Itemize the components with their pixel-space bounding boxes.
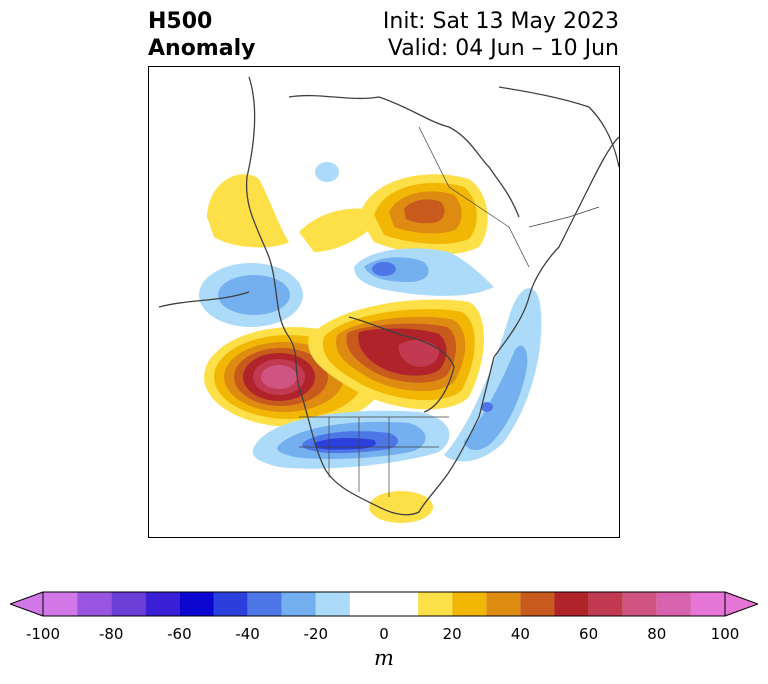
negative-anomaly-contour [315, 162, 339, 182]
colorbar-bin [690, 592, 725, 616]
positive-anomaly-contour [398, 340, 440, 367]
positive-anomaly-contour [207, 174, 289, 248]
coastline-segment [288, 94, 520, 218]
negative-anomaly-contour [444, 288, 542, 462]
borders [299, 126, 600, 497]
trough-north-pacific [199, 263, 303, 327]
colorbar-tick-label: 60 [579, 625, 599, 643]
coastline-segment [493, 136, 619, 358]
trough-western-atlantic [444, 288, 542, 462]
colorbar-bin [520, 592, 555, 616]
map-panel [148, 66, 620, 538]
colorbar-bin [315, 592, 350, 616]
positive-anomaly-contour [404, 199, 445, 224]
positive-anomaly-contour [261, 365, 297, 389]
colorbar-bin [145, 592, 180, 616]
valid-range: Valid: 04 Jun – 10 Jun [387, 36, 619, 61]
border-segment [528, 206, 600, 228]
coastlines [158, 76, 619, 516]
colorbar-bin [349, 592, 419, 616]
ridge-alaska-gulf [207, 174, 384, 252]
colorbar-bin [622, 592, 657, 616]
colorbar-outline [42, 591, 726, 617]
colorbar-bin [179, 592, 214, 616]
coastline-segment [158, 291, 250, 308]
negative-anomaly-contour [481, 402, 493, 412]
colorbar-tick-label: -20 [303, 625, 329, 643]
negative-anomaly-contour [464, 345, 528, 451]
chart-title-right: Init: Sat 13 May 2023 Valid: 04 Jun – 10… [383, 8, 619, 62]
coastline-segment [348, 316, 455, 413]
colorbar-bin [452, 592, 487, 616]
colorbar-bin [554, 592, 589, 616]
colorbar-tick-label: 100 [710, 625, 740, 643]
colorbar-tick-label: 0 [379, 625, 389, 643]
colorbar-extend-low [10, 591, 44, 617]
colorbar-bin [656, 592, 691, 616]
colorbar-tick-label: 40 [510, 625, 530, 643]
coastline-segment [498, 86, 619, 168]
border-segment [418, 126, 530, 268]
colorbar-tick-label: -100 [25, 625, 61, 643]
colorbar-unit-label: m [374, 646, 394, 670]
trough-us-midwest [252, 410, 450, 469]
positive-anomaly-contour [369, 491, 433, 523]
ridge-canada-central [308, 299, 484, 410]
colorbar-bin [43, 592, 78, 616]
negative-anomaly-contour [372, 262, 396, 276]
anomaly-map [158, 76, 619, 523]
colorbar-bin [111, 592, 146, 616]
colorbar-bins [43, 592, 725, 616]
trough-arctic [315, 162, 494, 296]
colorbar-bin [281, 592, 316, 616]
coastline-segment [245, 76, 495, 516]
colorbar-bin [213, 592, 248, 616]
colorbar-bin [486, 592, 521, 616]
colorbar [10, 591, 758, 617]
chart-title-left: H500 Anomaly [148, 8, 255, 62]
title-field: Anomaly [148, 36, 256, 61]
colorbar-bin [418, 592, 453, 616]
title-variable: H500 [148, 9, 213, 34]
colorbar-bin [588, 592, 623, 616]
ridge-gulf-mexico [369, 491, 433, 523]
colorbar-extend-high [724, 591, 758, 617]
ridge-siberia [359, 174, 488, 255]
colorbar-tick-label: -40 [235, 625, 260, 643]
colorbar-bin [77, 592, 112, 616]
init-date: Init: Sat 13 May 2023 [382, 9, 619, 34]
colorbar-tick-label: 20 [442, 625, 462, 643]
colorbar-tick-label: 80 [647, 625, 667, 643]
negative-anomaly-contour [218, 275, 290, 315]
colorbar-tick-label: -60 [167, 625, 192, 643]
colorbar-bin [247, 592, 282, 616]
colorbar-tick-label: -80 [98, 625, 124, 643]
